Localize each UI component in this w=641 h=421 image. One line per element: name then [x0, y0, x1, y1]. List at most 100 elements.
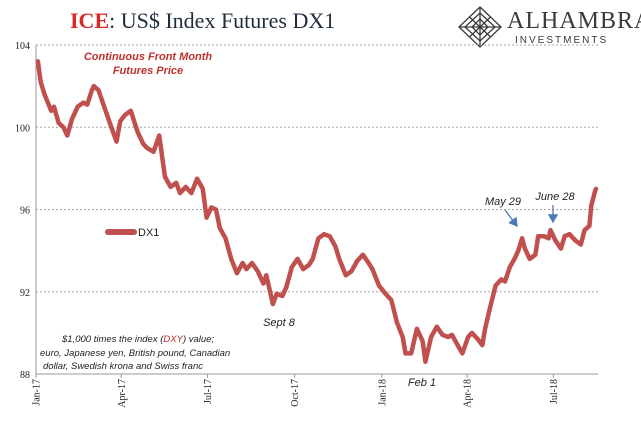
data-point	[390, 298, 393, 302]
data-point	[466, 335, 470, 339]
y-axis-labels: 88 92 96 100 104	[15, 41, 30, 381]
data-point	[52, 105, 56, 108]
data-point	[503, 280, 507, 283]
data-point	[494, 284, 497, 287]
data-point	[523, 247, 527, 250]
axes	[35, 45, 598, 378]
logo-name: ALHAMBRA	[507, 8, 641, 34]
data-point	[338, 257, 341, 261]
data-point	[123, 113, 127, 117]
annotation-sept8: Sept 8	[263, 317, 296, 329]
data-point	[241, 261, 244, 265]
data-point	[549, 228, 552, 232]
data-point	[70, 117, 74, 121]
arrow-may29	[504, 209, 518, 228]
data-point	[568, 233, 571, 236]
data-point	[593, 189, 597, 193]
data-point	[410, 352, 413, 355]
data-point	[235, 272, 239, 275]
series-group	[35, 59, 599, 364]
data-point	[275, 292, 278, 295]
data-point	[115, 140, 118, 143]
annotation-feb1: Feb 1	[408, 377, 436, 389]
data-point	[520, 237, 524, 240]
data-point	[163, 175, 167, 178]
note-line-2: euro, Japanese yen, British pound, Canad…	[40, 348, 230, 359]
note-line-1: $1,000 times the index (DXY) value;	[61, 334, 214, 345]
data-point	[488, 307, 492, 310]
data-point	[424, 360, 427, 363]
data-point	[86, 103, 89, 106]
data-point	[271, 302, 275, 306]
data-point	[542, 235, 546, 238]
data-point	[554, 239, 557, 242]
data-point	[178, 191, 182, 195]
data-point	[401, 335, 404, 339]
data-point	[169, 185, 172, 189]
data-point	[108, 121, 112, 125]
data-point	[262, 282, 265, 285]
data-point	[245, 267, 248, 271]
data-point	[322, 233, 326, 236]
data-point	[456, 344, 459, 347]
annotation-may29: May 29	[485, 196, 521, 208]
data-point	[190, 191, 193, 195]
data-point	[82, 101, 85, 104]
data-point	[513, 257, 516, 261]
data-point	[476, 337, 479, 341]
data-point	[62, 126, 65, 129]
data-point	[450, 333, 454, 337]
data-point	[201, 187, 204, 191]
data-point	[210, 206, 213, 209]
data-point	[429, 335, 433, 339]
data-point	[307, 263, 311, 267]
data-point	[175, 181, 178, 184]
title-ice: ICE	[70, 8, 110, 33]
x-axis-labels: Jan-17 Apr-17 Jul-17 Oct-17 Jan-18 Apr-18 Jul-…	[32, 379, 560, 408]
data-point	[265, 274, 268, 277]
data-point	[76, 105, 79, 108]
data-point	[136, 130, 139, 133]
x-tick-label: Apr-18	[463, 379, 474, 408]
data-point	[344, 274, 347, 277]
x-tick-label: Jan-17	[32, 379, 43, 406]
data-point	[483, 327, 487, 330]
x-tick-label: Apr-17	[117, 379, 128, 408]
methodology-note: $1,000 times the index (DXY) value; euro…	[40, 334, 230, 372]
data-point	[371, 267, 374, 271]
data-point	[214, 208, 218, 211]
data-point	[500, 278, 503, 281]
y-tick-label: 100	[15, 123, 30, 134]
gridlines	[36, 44, 598, 293]
data-point	[90, 89, 94, 92]
data-point	[367, 261, 370, 265]
alhambra-logo: ALHAMBRA INVESTMENTS	[455, 6, 641, 50]
x-tick-label: Jan-18	[377, 379, 388, 406]
data-point	[588, 224, 591, 228]
data-point	[361, 253, 365, 256]
geometric-diamond-icon	[458, 6, 502, 48]
data-point	[311, 257, 314, 261]
data-point	[377, 284, 381, 287]
data-point	[461, 352, 464, 355]
data-point	[97, 89, 100, 92]
subtitle-line-1: Continuous Front Month	[84, 51, 213, 63]
data-point	[43, 93, 46, 96]
data-point	[404, 352, 407, 355]
data-point	[317, 237, 320, 240]
data-point	[119, 119, 122, 123]
data-point	[36, 60, 40, 63]
data-point	[350, 270, 353, 273]
data-point	[145, 146, 149, 149]
data-point	[141, 142, 145, 145]
data-point	[435, 325, 438, 328]
data-point	[302, 267, 305, 271]
data-point	[547, 237, 550, 240]
subtitle-line-2: Futures Price	[113, 65, 183, 77]
data-point	[421, 339, 424, 343]
data-point	[103, 105, 106, 108]
data-point	[470, 331, 474, 335]
x-tick-label: Jul-17	[203, 379, 214, 404]
data-point	[579, 243, 582, 246]
